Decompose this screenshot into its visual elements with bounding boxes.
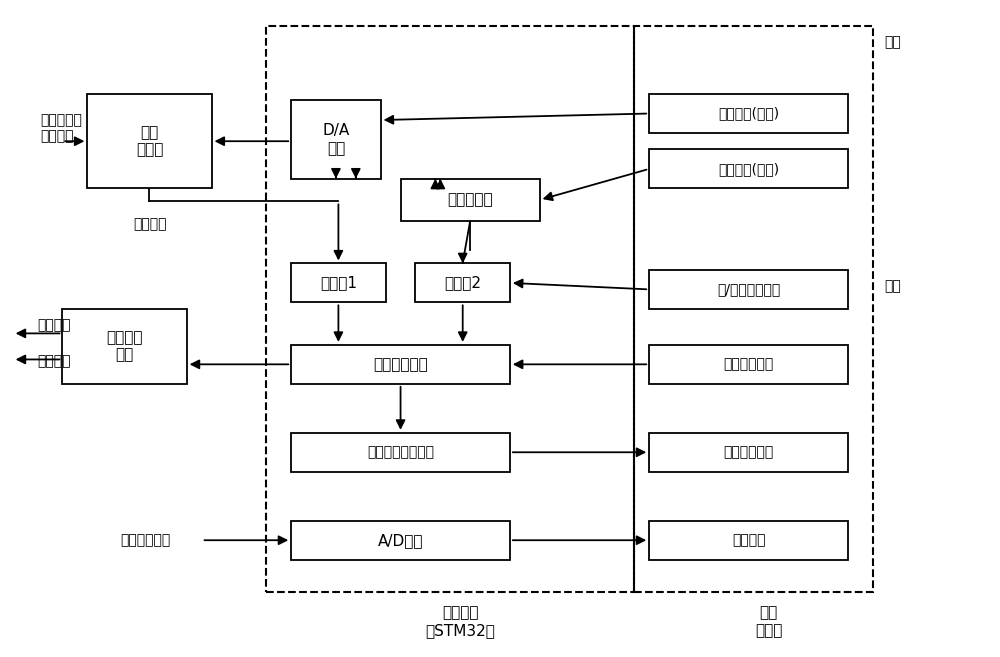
Bar	[649, 521, 848, 560]
Text: 外部电磁波
（整流）: 外部电磁波 （整流）	[41, 114, 82, 144]
Text: 触发电平保持: 触发电平保持	[373, 357, 428, 372]
Bar	[634, 26, 873, 593]
Bar	[291, 263, 386, 302]
Text: 一级延迟: 一级延迟	[38, 318, 71, 332]
Bar	[649, 345, 848, 384]
Text: 比较结果: 比较结果	[133, 217, 167, 231]
Text: 有效触发次数: 有效触发次数	[723, 445, 774, 459]
Text: 电平保持时间: 电平保持时间	[723, 357, 774, 371]
Text: 高速
比较器: 高速 比较器	[136, 125, 163, 158]
Bar	[291, 101, 381, 179]
Text: 一/二级延迟时间: 一/二级延迟时间	[717, 283, 780, 296]
Bar	[401, 179, 540, 221]
Text: 触摸
显示屏: 触摸 显示屏	[755, 606, 782, 638]
Text: 阈值自调整: 阈值自调整	[447, 193, 493, 208]
Bar	[649, 94, 848, 133]
Bar	[649, 149, 848, 189]
Text: 触发驱动
电路: 触发驱动 电路	[106, 330, 143, 363]
Bar	[291, 521, 510, 560]
Bar	[649, 433, 848, 472]
Text: 触发阈值(手动): 触发阈值(手动)	[718, 106, 779, 120]
Text: 有效触发次数统计: 有效触发次数统计	[367, 445, 434, 459]
Text: 模拟电池电压: 模拟电池电压	[120, 533, 170, 547]
Bar	[62, 309, 187, 384]
Text: 触发阈值(自动): 触发阈值(自动)	[718, 162, 779, 176]
Bar	[87, 94, 212, 189]
Text: 二级延迟: 二级延迟	[38, 354, 71, 368]
Bar	[649, 270, 848, 309]
Text: 显示: 显示	[884, 279, 901, 293]
Text: 计时器2: 计时器2	[444, 275, 481, 290]
Bar	[291, 433, 510, 472]
Text: 微控制器
（STM32）: 微控制器 （STM32）	[425, 606, 495, 638]
Bar	[415, 263, 510, 302]
Text: A/D转换: A/D转换	[378, 533, 423, 548]
Text: D/A
转换: D/A 转换	[322, 124, 350, 156]
Bar	[266, 26, 634, 593]
Text: 电池电压: 电池电压	[732, 533, 765, 547]
Text: 计时器1: 计时器1	[320, 275, 357, 290]
Text: 设置: 设置	[884, 35, 901, 49]
Bar	[291, 345, 510, 384]
